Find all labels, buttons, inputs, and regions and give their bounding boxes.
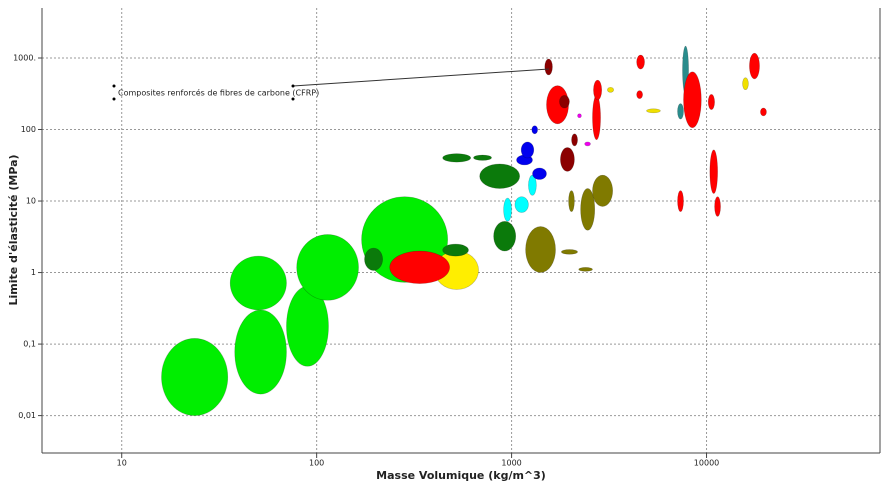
annotation-handle	[112, 84, 116, 88]
material-bubble	[503, 197, 512, 222]
material-bubble	[636, 54, 645, 70]
material-bubble	[709, 149, 718, 194]
material-bubble	[528, 174, 537, 196]
y-tick-label: 1000.	[13, 53, 36, 62]
y-axis-title: Limite d'élasticité (MPa)	[7, 154, 20, 305]
annotation-leader	[292, 68, 550, 87]
material-bubble	[389, 250, 450, 284]
annotation: Composites renforcés de fibres de carbon…	[112, 68, 550, 101]
material-bubble	[593, 79, 603, 101]
annotation-handle	[112, 97, 116, 101]
x-axis-title: Masse Volumique (kg/m^3)	[376, 469, 546, 482]
material-bubble	[760, 107, 767, 117]
material-bubble	[544, 58, 553, 76]
material-bubble	[514, 196, 529, 213]
material-bubble	[229, 255, 287, 311]
material-bubble	[520, 141, 535, 159]
material-bubble	[560, 147, 575, 172]
material-bubble	[584, 141, 591, 147]
material-bubble	[571, 133, 578, 147]
material-bubble	[531, 125, 538, 135]
annotation-text: Composites renforcés de fibres de carbon…	[118, 88, 319, 98]
material-bubble	[592, 174, 613, 207]
material-bubble	[296, 234, 359, 301]
material-bubble	[493, 221, 517, 252]
material-bubble	[479, 163, 520, 189]
material-bubble	[714, 196, 721, 217]
material-bubble	[592, 95, 601, 141]
material-bubble	[577, 113, 582, 119]
material-bubble	[607, 86, 614, 93]
material-bubble	[646, 108, 661, 114]
material-bubble	[161, 338, 229, 416]
y-tick-label: 100	[21, 125, 36, 134]
x-tick-label: 1000	[501, 459, 521, 468]
material-bubble	[677, 190, 684, 212]
material-bubble	[473, 154, 492, 161]
material-bubble	[749, 52, 760, 80]
material-bubble	[568, 190, 575, 212]
annotation-handle	[291, 97, 295, 101]
material-bubble	[364, 247, 383, 271]
x-tick-label: 10000	[694, 459, 719, 468]
y-tick-label: 0,01	[18, 411, 36, 420]
y-tick-label: 10	[26, 197, 36, 206]
grid	[38, 8, 880, 458]
material-bubble	[532, 167, 547, 180]
material-bubble	[578, 267, 593, 272]
x-tick-label: 100	[309, 459, 324, 468]
material-bubble	[677, 103, 684, 120]
material-bubble	[707, 94, 715, 110]
annotation-handle	[291, 84, 295, 88]
material-bubble	[580, 188, 596, 231]
material-bubble	[234, 309, 287, 395]
bubbles	[161, 45, 767, 416]
material-bubble	[525, 226, 556, 273]
material-bubble	[742, 77, 749, 91]
material-bubble	[561, 249, 578, 255]
y-tick-label: 0,1	[23, 340, 36, 349]
material-bubble	[442, 243, 469, 257]
material-bubble	[683, 71, 702, 129]
x-tick-label: 10	[117, 459, 127, 468]
material-bubble	[442, 153, 472, 163]
material-bubble	[636, 90, 643, 99]
material-bubble	[559, 95, 570, 109]
y-tick-label: 1	[31, 268, 36, 277]
